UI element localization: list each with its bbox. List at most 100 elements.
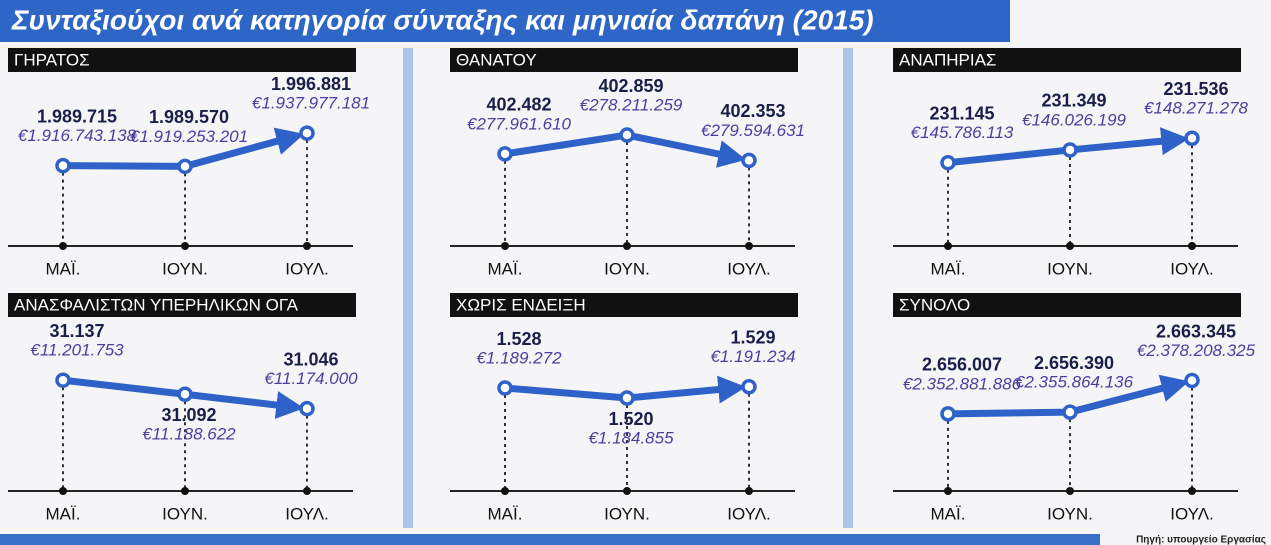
point xyxy=(619,127,635,143)
spending-label: €11.201.753 xyxy=(30,341,124,360)
base-dot xyxy=(1066,487,1074,495)
category-label: ΙΟΥΝ. xyxy=(604,504,650,523)
panel-header xyxy=(450,48,798,72)
base-dot xyxy=(59,242,67,250)
pensioners-label: 231.145 xyxy=(929,103,994,123)
pensioners-label: 1.989.570 xyxy=(149,107,229,127)
base-dot xyxy=(623,487,631,495)
spending-label: €11.188.622 xyxy=(142,425,236,444)
category-label: ΜΑΪ. xyxy=(931,504,966,523)
category-label: ΙΟΥΛ. xyxy=(1170,259,1214,278)
base-dot xyxy=(1066,242,1074,250)
panel-title: ΣΥΝΟΛΟ xyxy=(899,295,970,314)
panel-title: ΑΝΑΠΗΡΙΑΣ xyxy=(899,50,996,69)
spending-label: €278.211.259 xyxy=(580,96,683,115)
point xyxy=(940,154,956,171)
category-label: ΜΑΪ. xyxy=(46,504,81,523)
pensioners-label: 1.520 xyxy=(608,409,653,429)
point xyxy=(55,372,71,388)
panel-header xyxy=(8,48,356,72)
base-dot xyxy=(944,487,952,495)
spending-label: €1.919.253.201 xyxy=(130,127,248,146)
point xyxy=(497,146,513,162)
separator xyxy=(403,48,413,528)
pensioners-label: 402.859 xyxy=(598,76,663,96)
pensioners-label: 1.996.881 xyxy=(271,74,351,94)
pensioners-label: 231.349 xyxy=(1041,91,1106,111)
category-label: ΙΟΥΝ. xyxy=(604,259,650,278)
pensioners-label: 31.046 xyxy=(283,349,338,369)
point xyxy=(497,380,513,396)
point xyxy=(741,379,757,395)
pensioners-label: 402.353 xyxy=(720,101,785,121)
category-label: ΙΟΥΛ. xyxy=(727,259,771,278)
spending-label: €148.271.278 xyxy=(1144,99,1249,118)
category-label: ΜΑΪ. xyxy=(488,259,523,278)
point xyxy=(1184,130,1200,146)
spending-label: €2.378.208.325 xyxy=(1137,341,1256,360)
base-dot xyxy=(623,242,631,250)
category-label: ΙΟΥΝ. xyxy=(162,504,208,523)
base-dot xyxy=(59,487,67,495)
base-dot xyxy=(501,487,509,495)
pensioners-label: 2.656.007 xyxy=(922,355,1002,375)
base-dot xyxy=(944,242,952,250)
panel-header xyxy=(893,293,1241,317)
category-label: ΙΟΥΝ. xyxy=(1047,504,1093,523)
panel-header xyxy=(893,48,1241,72)
base-dot xyxy=(1188,487,1196,495)
pensioners-label: 1.528 xyxy=(496,329,541,349)
point xyxy=(619,390,635,406)
panel-title: ΑΝΑΣΦΑΛΙΣΤΩΝ ΥΠΕΡΗΛΙΚΩΝ ΟΓΑ xyxy=(14,295,299,314)
category-label: ΙΟΥΛ. xyxy=(285,504,329,523)
point xyxy=(55,157,71,174)
point xyxy=(940,406,956,422)
title: Συνταξιούχοι ανά κατηγορία σύνταξης και … xyxy=(11,4,874,35)
category-label: ΜΑΪ. xyxy=(46,259,81,278)
spending-label: €2.352.881.886 xyxy=(903,374,1022,393)
base-dot xyxy=(303,487,311,495)
pensioners-label: 231.536 xyxy=(1163,79,1228,99)
point xyxy=(299,400,315,417)
category-label: ΙΟΥΝ. xyxy=(1047,259,1093,278)
base-dot xyxy=(501,242,509,250)
category-label: ΙΟΥΛ. xyxy=(727,504,771,523)
base-dot xyxy=(745,242,753,250)
panel-title: ΘΑΝΑΤΟΥ xyxy=(456,50,537,69)
spending-label: €146.026.199 xyxy=(1022,110,1127,129)
spending-label: €1.189.272 xyxy=(476,348,562,367)
spending-label: €1.184.855 xyxy=(588,428,674,447)
panel-header xyxy=(8,293,356,317)
pensioners-label: 2.663.345 xyxy=(1156,321,1236,341)
bottom-band xyxy=(0,534,1100,545)
category-label: ΜΑΪ. xyxy=(931,259,966,278)
pensioners-label: 1.529 xyxy=(730,328,775,348)
pensioners-label: 31.092 xyxy=(161,405,216,425)
title-banner xyxy=(0,0,1010,42)
pensioners-label: 402.482 xyxy=(486,95,551,115)
spending-label: €279.594.631 xyxy=(701,121,805,140)
spending-label: €277.961.610 xyxy=(467,114,572,133)
point xyxy=(299,125,315,141)
base-dot xyxy=(745,487,753,495)
panel-title: ΓΗΡΑΤΟΣ xyxy=(14,50,90,69)
point xyxy=(741,152,757,169)
category-label: ΙΟΥΛ. xyxy=(285,259,329,278)
base-dot xyxy=(1188,242,1196,250)
spending-label: €1.916.743.138 xyxy=(18,126,137,145)
pensioners-label: 31.137 xyxy=(49,321,104,341)
base-dot xyxy=(181,242,189,250)
spending-label: €11.174.000 xyxy=(264,369,358,388)
category-label: ΙΟΥΛ. xyxy=(1170,504,1214,523)
spending-label: €1.937.977.181 xyxy=(252,94,370,113)
separator xyxy=(843,48,853,528)
category-label: ΜΑΪ. xyxy=(488,504,523,523)
point xyxy=(1184,372,1200,389)
base-dot xyxy=(303,242,311,250)
point xyxy=(1062,404,1078,420)
spending-label: €1.191.234 xyxy=(710,347,795,366)
point xyxy=(177,386,193,402)
